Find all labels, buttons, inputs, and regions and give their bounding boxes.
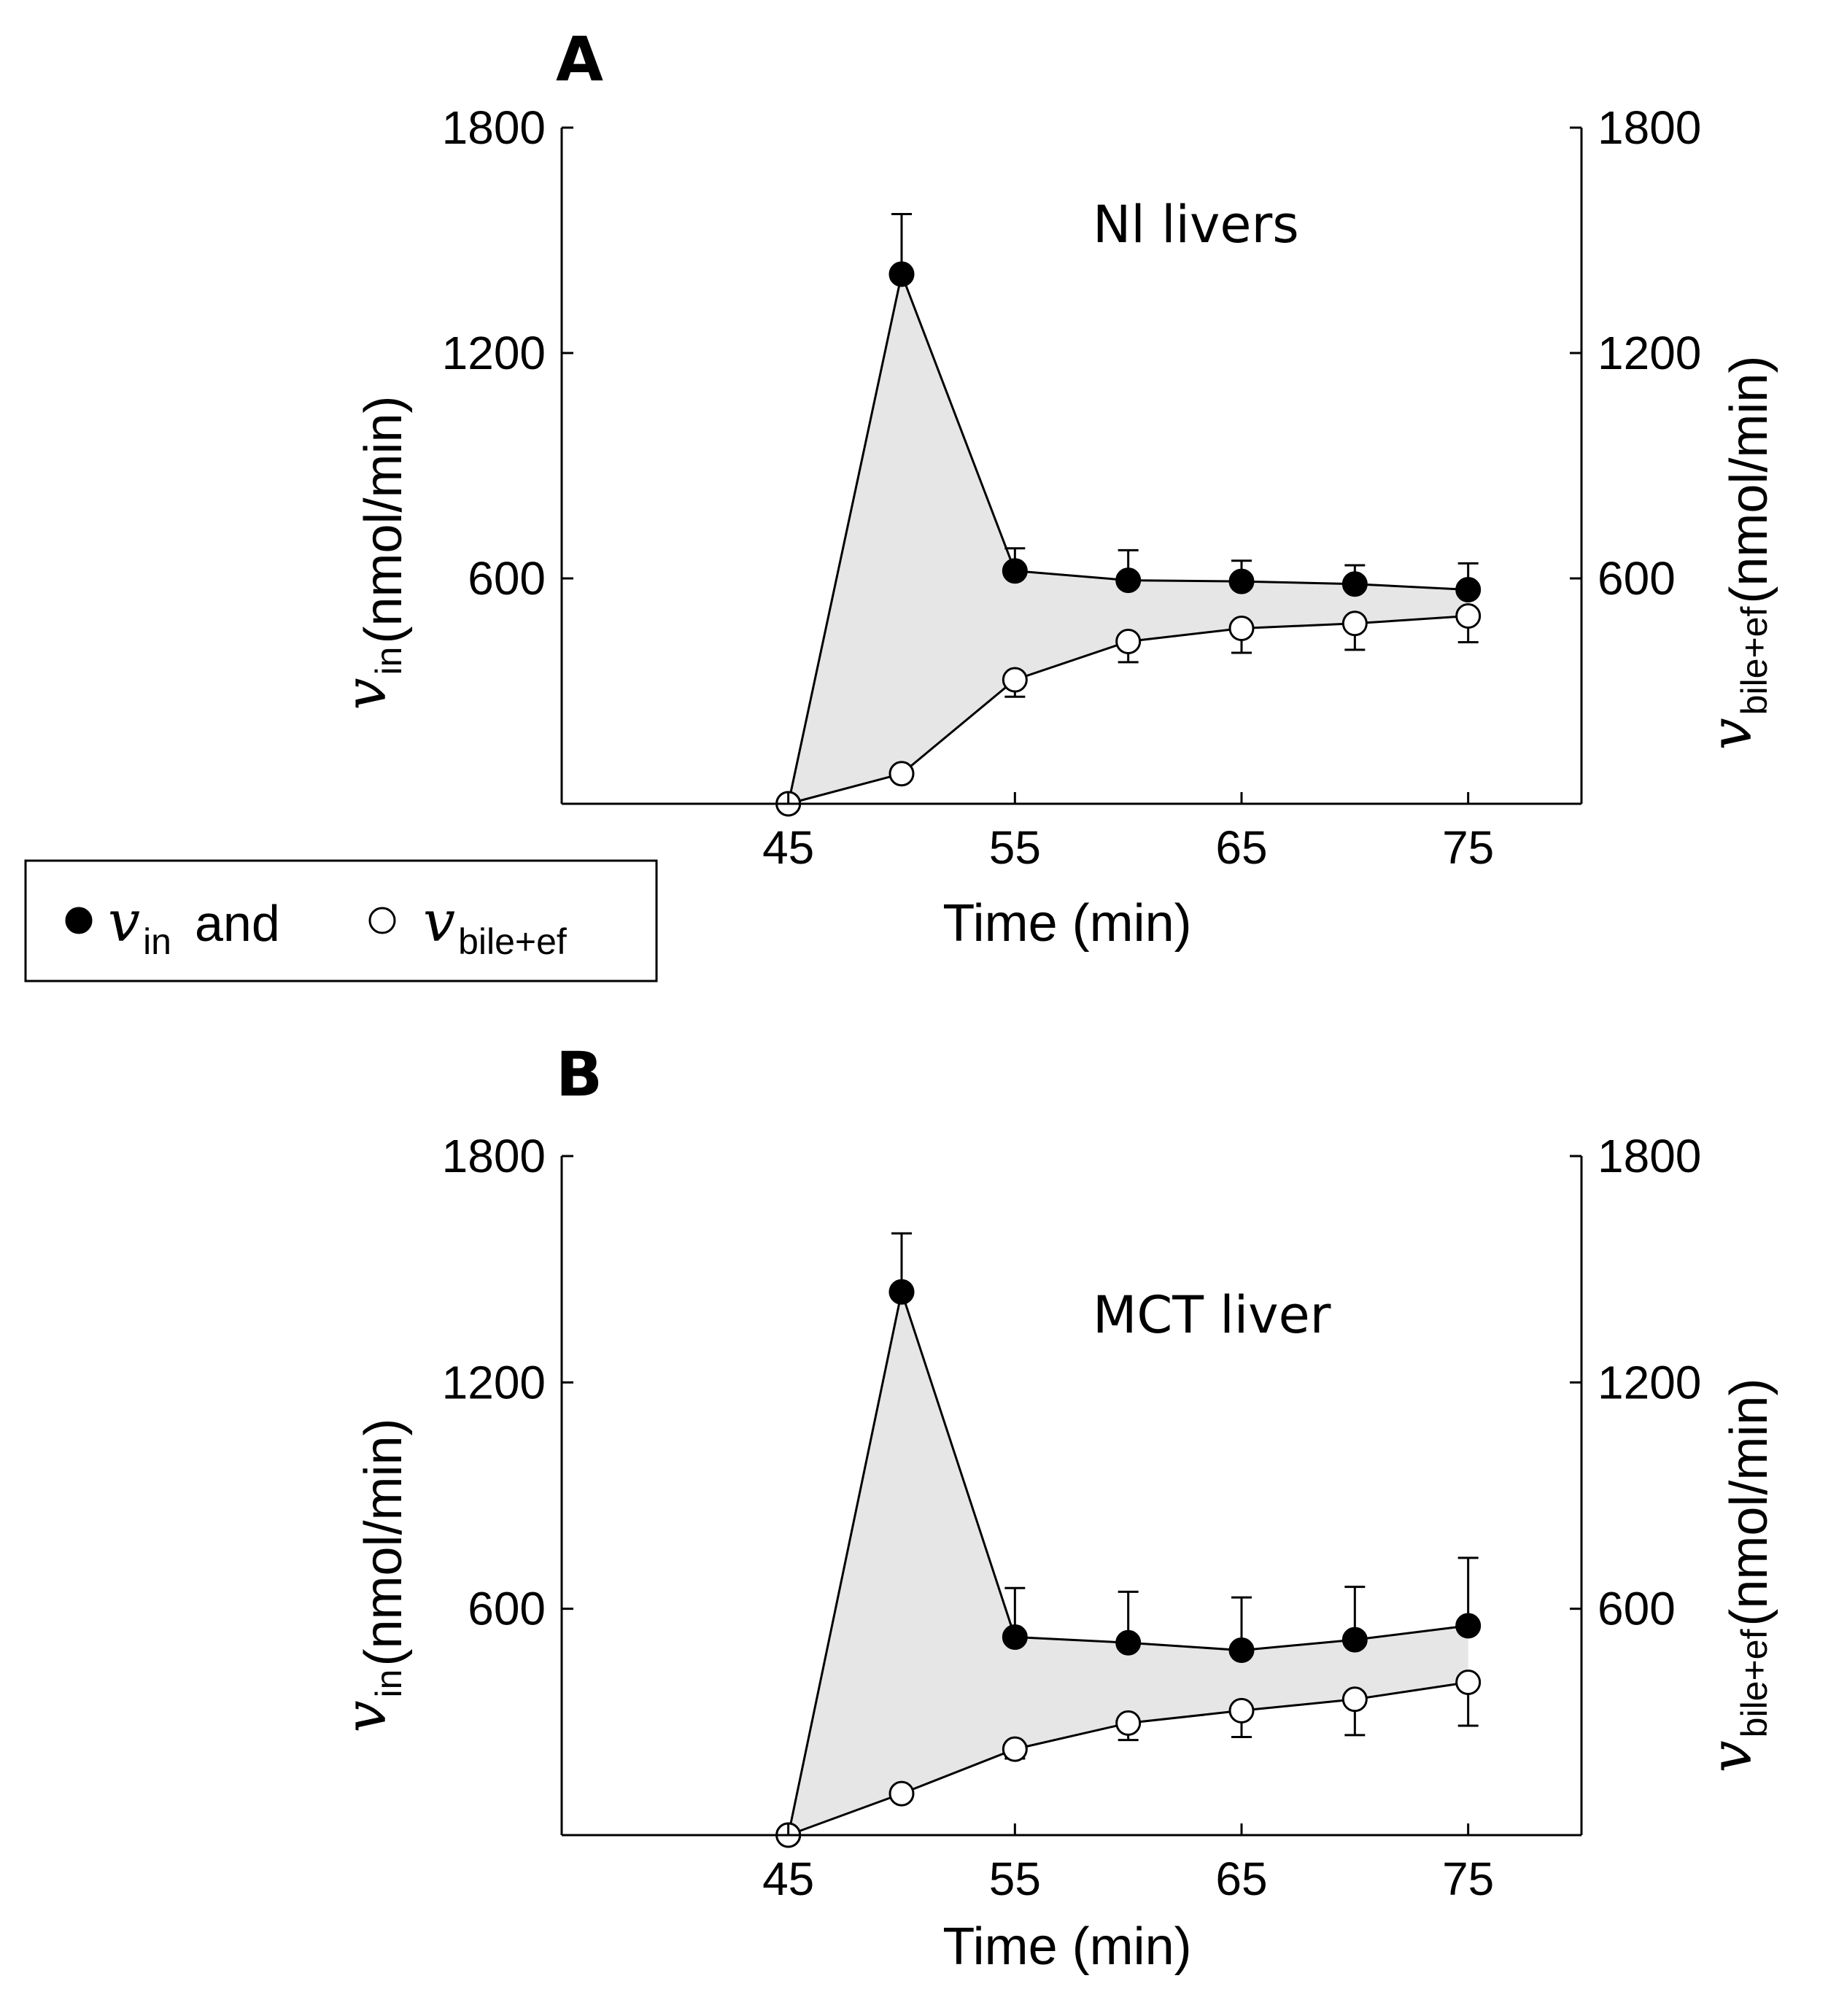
shaded-area	[788, 1292, 1468, 1835]
data-point-vin	[1115, 1629, 1142, 1656]
left-y-subscript: in	[368, 1670, 409, 1698]
data-point-vin	[1341, 1627, 1368, 1653]
right-y-axis-title: v bile+ef (nmol/min)	[1699, 356, 1778, 751]
panel-a: A Nl livers 45 55 65 75 600 600 1200 1200 1800 18…	[333, 23, 1778, 953]
x-tick-label: 55	[989, 1853, 1041, 1905]
data-point-vin	[1228, 568, 1255, 594]
data-point-vbile	[1455, 603, 1482, 629]
left-y-tick-label: 1200	[442, 1356, 546, 1408]
right-y-tick-label: 1200	[1598, 1356, 1701, 1408]
left-y-axis-title: v in (nmol/min)	[333, 395, 413, 710]
shaded-area	[788, 274, 1468, 804]
left-y-unit: (nmol/min)	[355, 395, 413, 643]
data-point-vbile	[1115, 629, 1142, 655]
data-point-vin	[888, 1279, 915, 1305]
legend-vbile-symbol: v	[423, 889, 455, 955]
legend-vin-subscript: in	[143, 921, 171, 962]
x-tick-label: 45	[762, 821, 814, 874]
panel-annotation: Nl livers	[1093, 195, 1299, 255]
right-y-subscript: bile+ef	[1734, 1629, 1775, 1738]
left-y-axis-title: v in (nmol/min)	[333, 1418, 413, 1732]
legend-box	[24, 859, 658, 982]
right-y-tick-label: 1200	[1598, 327, 1701, 379]
right-y-subscript: bile+ef	[1734, 607, 1775, 716]
data-point-vbile	[1228, 1697, 1255, 1724]
svg-text:v in: v in (nmol/min)	[333, 1418, 413, 1732]
data-point-vin	[1002, 558, 1028, 584]
left-y-tick-label: 1800	[442, 1130, 546, 1182]
x-tick-label: 55	[989, 821, 1041, 874]
data-point-vin	[888, 261, 915, 287]
x-axis-title: Time (min)	[942, 894, 1191, 953]
right-y-unit: (nmol/min)	[1720, 356, 1778, 604]
left-y-symbol: v	[333, 678, 399, 710]
legend-filled-marker	[65, 907, 93, 934]
left-y-subscript: in	[368, 647, 409, 675]
panel-letter: B	[556, 1039, 603, 1110]
right-y-tick-label: 600	[1598, 1583, 1676, 1635]
data-point-vbile	[888, 1780, 915, 1807]
data-point-vin	[1228, 1637, 1255, 1664]
legend-vin-symbol: v	[108, 889, 140, 955]
data-point-vbile	[1115, 1710, 1142, 1736]
data-point-vbile	[1341, 1686, 1368, 1713]
data-point-vbile	[1228, 615, 1255, 641]
legend-entry-vin: v in and	[108, 889, 280, 962]
data-point-vbile	[1455, 1670, 1482, 1696]
data-point-vbile	[888, 761, 915, 787]
legend: v in and v bile+ef	[24, 859, 658, 982]
left-y-tick-label: 1200	[442, 327, 546, 379]
left-y-unit: (nmol/min)	[355, 1418, 413, 1666]
data-point-vin	[1115, 567, 1142, 594]
left-y-tick-label: 600	[468, 552, 546, 605]
right-y-symbol: v	[1699, 1740, 1765, 1772]
left-y-tick-label: 1800	[442, 101, 546, 154]
legend-open-marker	[368, 907, 396, 934]
legend-connector: and	[195, 895, 280, 952]
svg-text:v in: v in (nmol/min)	[333, 395, 413, 710]
right-y-axis-title: v bile+ef (nmol/min)	[1699, 1379, 1778, 1773]
x-axis-title: Time (min)	[942, 1918, 1191, 1976]
x-tick-label: 65	[1215, 821, 1267, 874]
data-point-vbile	[1341, 610, 1368, 637]
panel-annotation: MCT liver	[1093, 1285, 1331, 1345]
right-y-tick-label: 600	[1598, 552, 1676, 605]
left-y-tick-label: 600	[468, 1583, 546, 1635]
data-point-vbile	[1002, 1736, 1028, 1762]
legend-vbile-subscript: bile+ef	[458, 921, 567, 962]
right-y-unit: (nmol/min)	[1720, 1379, 1778, 1627]
data-point-vin	[1455, 1613, 1482, 1639]
right-y-tick-label: 1800	[1598, 101, 1701, 154]
data-point-vin	[1455, 576, 1482, 602]
right-y-tick-label: 1800	[1598, 1130, 1701, 1182]
svg-text:v bile+ef: v bile+ef (nmol/min)	[1699, 1379, 1778, 1773]
x-tick-label: 75	[1442, 1853, 1494, 1905]
left-y-symbol: v	[333, 1700, 399, 1732]
data-point-vbile	[1002, 667, 1028, 693]
panel-letter: A	[556, 23, 603, 95]
panel-b: B MCT liver 45 55 65 75 600 600 1200 1200 1800 18…	[333, 1039, 1778, 1976]
right-y-symbol: v	[1699, 718, 1765, 750]
data-point-vin	[1341, 571, 1368, 597]
x-tick-label: 65	[1215, 1853, 1267, 1905]
x-tick-label: 45	[762, 1853, 814, 1905]
svg-text:v bile+ef: v bile+ef (nmol/min)	[1699, 356, 1778, 751]
data-point-vin	[1002, 1624, 1028, 1650]
legend-entry-vbile: v bile+ef	[423, 889, 567, 962]
x-tick-label: 75	[1442, 821, 1494, 874]
